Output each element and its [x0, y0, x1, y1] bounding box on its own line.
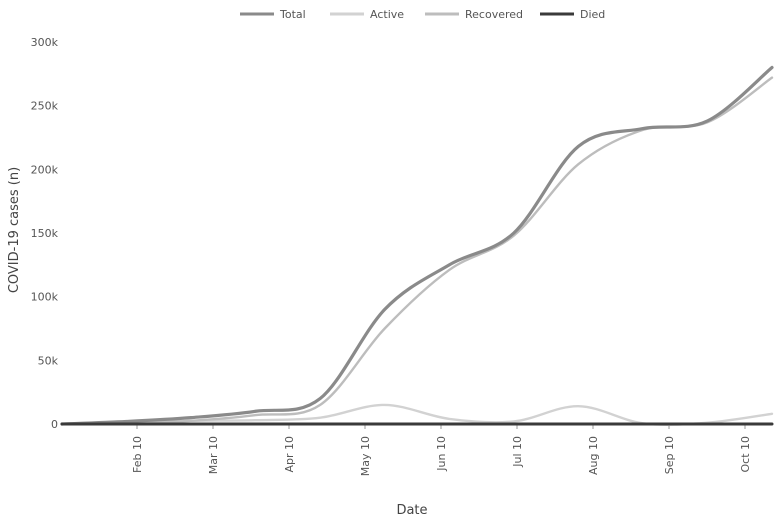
- y-tick-label: 200k: [31, 163, 59, 176]
- y-tick-label: 0: [51, 418, 58, 431]
- x-tick-label: Jun 10: [435, 436, 448, 472]
- legend-label-recovered: Recovered: [465, 8, 523, 21]
- legend: Total Active Recovered Died: [240, 8, 605, 21]
- x-tick-label: Sep 10: [663, 436, 676, 474]
- x-tick-label: Apr 10: [283, 436, 296, 473]
- series-layer: [60, 65, 774, 426]
- x-tick-label: May 10: [359, 436, 372, 476]
- y-tick-label: 100k: [31, 291, 59, 304]
- x-tick-label: Feb 10: [131, 436, 144, 473]
- series-line-total: [60, 65, 774, 426]
- x-tick-label: Mar 10: [207, 436, 220, 474]
- series-line-recovered: [60, 76, 774, 426]
- y-tick-label: 50k: [38, 354, 59, 367]
- x-axis-title: Date: [396, 503, 427, 518]
- legend-label-died: Died: [580, 8, 605, 21]
- y-tick-label: 300k: [31, 36, 59, 49]
- x-axis: Feb 10 Mar 10 Apr 10 May 10 Jun 10 Jul 10 Aug …: [131, 424, 752, 476]
- x-tick-label: Oct 10: [739, 436, 752, 473]
- y-tick-label: 150k: [31, 227, 59, 240]
- y-axis: 0 50k 100k 150k 200k 250k 300k: [31, 36, 59, 431]
- x-tick-label: Jul 10: [511, 436, 524, 468]
- y-axis-title: COVID-19 cases (n): [7, 167, 22, 293]
- legend-label-active: Active: [370, 8, 404, 21]
- legend-label-total: Total: [279, 8, 306, 21]
- y-tick-label: 250k: [31, 100, 59, 113]
- x-tick-label: Aug 10: [587, 436, 600, 475]
